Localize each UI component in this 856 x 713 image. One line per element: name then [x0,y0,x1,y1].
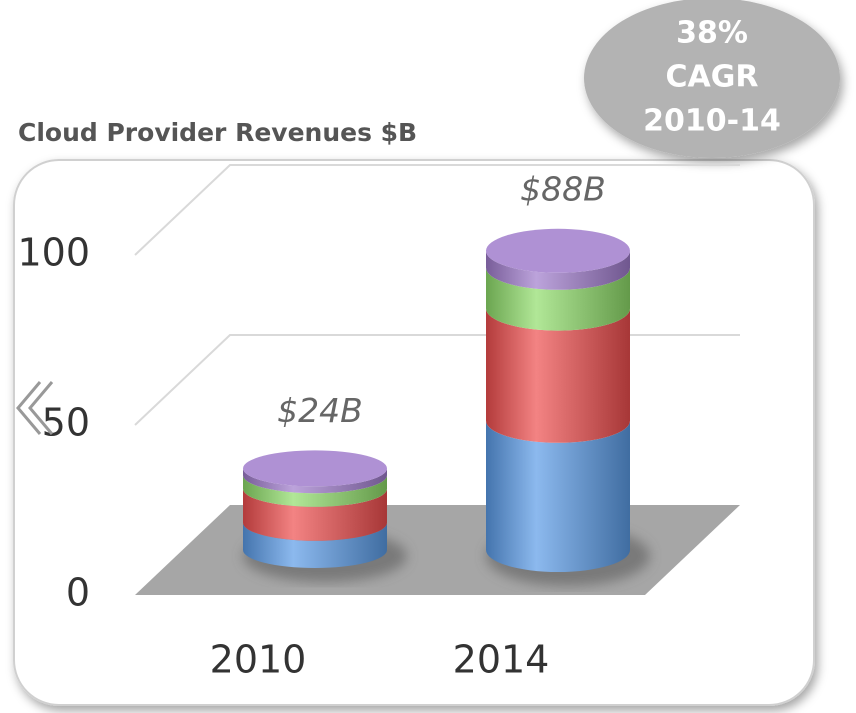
plot: 0 50 100 $24B 2010 $88B 2014 [17,164,740,682]
total-label: $24B [277,391,363,430]
bar-segment [486,420,630,572]
y-tick-label: 50 [42,401,90,445]
annotation: CAGR [666,60,759,95]
x-tick-label: 2010 [210,638,307,682]
floor [135,505,740,595]
prev-button[interactable] [16,381,54,435]
bar-segment [243,468,387,494]
bar-segment [486,308,630,443]
bar-segment [243,488,387,541]
annotation: 2010-14 [643,104,781,139]
bar-segment [486,250,630,290]
chart-title: Cloud Provider Revenues $B [18,118,417,147]
annotation: 38% [676,16,748,51]
y-tick-label: 100 [17,231,90,275]
x-tick-label: 2014 [453,638,550,682]
total-label: $88B [520,169,606,208]
card [13,159,815,706]
y-tick-label: 0 [66,571,90,615]
bar-top [486,228,630,273]
cagr-bubble [584,0,840,158]
grid-line [134,164,740,256]
bar-segment [243,475,387,507]
bar-segment [486,267,630,331]
bar-segment [243,522,387,568]
bar-top [243,450,387,487]
